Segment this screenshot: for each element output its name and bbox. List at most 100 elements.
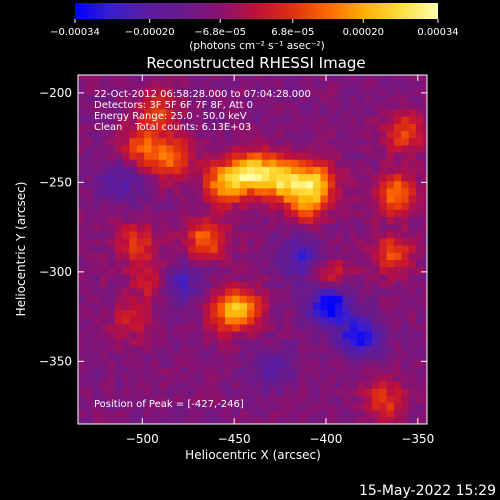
heatmap-cell	[335, 80, 344, 89]
heatmap-cell	[364, 352, 373, 361]
heatmap-cell	[100, 151, 108, 160]
heatmap-cell	[224, 409, 233, 418]
heatmap-cell	[144, 316, 153, 325]
heatmap-cell	[136, 101, 145, 110]
heatmap-cell	[423, 245, 427, 253]
heatmap-cell	[408, 330, 417, 339]
heatmap-cell	[224, 402, 233, 411]
heatmap-cell	[298, 202, 307, 210]
heatmap-cell	[335, 245, 344, 253]
heatmap-cell	[371, 409, 380, 418]
heatmap-cell	[188, 137, 197, 146]
heatmap-cell	[313, 381, 322, 389]
heatmap-cell	[136, 109, 145, 117]
colorbar-tick-label: 6.8e−05	[271, 27, 314, 38]
heatmap-cell	[173, 130, 182, 139]
heatmap-cell	[342, 388, 351, 396]
heatmap-cell	[386, 109, 395, 117]
heatmap-cell	[100, 202, 108, 210]
heatmap-cell	[423, 323, 427, 332]
heatmap-cell	[320, 259, 329, 268]
heatmap-cell	[254, 273, 263, 282]
heatmap-cell	[327, 159, 336, 167]
heatmap-cell	[283, 273, 292, 282]
heatmap-cell	[357, 230, 366, 239]
heatmap-cell	[166, 416, 175, 424]
heatmap-cell	[335, 187, 344, 196]
heatmap-cell	[393, 144, 402, 153]
annotation-time-range: 22-Oct-2012 06:58:28.000 to 07:04:28.000	[94, 89, 311, 100]
heatmap-cell	[423, 302, 427, 311]
heatmap-cell	[144, 94, 153, 103]
heatmap-cell	[78, 252, 86, 260]
heatmap-cell	[349, 388, 358, 396]
heatmap-cell	[144, 323, 153, 332]
heatmap-cell	[136, 144, 145, 153]
heatmap-cell	[114, 159, 123, 167]
heatmap-cell	[342, 381, 351, 389]
heatmap-cell	[313, 395, 322, 404]
heatmap-cell	[349, 166, 358, 175]
axis-ticks: −500 −450 −400 −350−200−250−300−350	[39, 75, 434, 446]
heatmap-cell	[327, 259, 336, 268]
heatmap-cell	[408, 266, 417, 275]
heatmap-cell	[269, 87, 277, 96]
heatmap-cell	[78, 216, 86, 225]
heatmap-cell	[401, 151, 410, 160]
heatmap-cell	[298, 388, 307, 396]
heatmap-cell	[276, 237, 285, 246]
heatmap-cell	[129, 266, 138, 275]
heatmap-cell	[107, 338, 116, 346]
heatmap-cell	[78, 87, 86, 96]
heatmap-cell	[305, 194, 314, 203]
heatmap-cell	[122, 75, 131, 81]
heatmap-cell	[393, 116, 402, 124]
heatmap-cell	[188, 345, 197, 354]
heatmap-cell	[261, 330, 270, 339]
heatmap-cell	[364, 180, 373, 189]
heatmap-cell	[129, 166, 138, 175]
heatmap-cell	[129, 116, 138, 124]
heatmap-cell	[335, 352, 344, 361]
heatmap-cell	[261, 245, 270, 253]
heatmap-cell	[386, 323, 395, 332]
heatmap-cell	[224, 87, 233, 96]
heatmap-cell	[246, 187, 255, 196]
heatmap-cell	[261, 75, 270, 81]
heatmap-cell	[136, 87, 145, 96]
heatmap-cell	[291, 409, 300, 418]
heatmap-cell	[415, 323, 424, 332]
heatmap-cell	[401, 173, 410, 182]
heatmap-cell	[78, 116, 86, 124]
heatmap-cell	[335, 338, 344, 346]
heatmap-cell	[92, 280, 101, 289]
heatmap-cell	[232, 223, 241, 232]
heatmap-cell	[393, 381, 402, 389]
heatmap-cell	[239, 87, 248, 96]
heatmap-cell	[158, 395, 167, 404]
heatmap-cell	[305, 151, 314, 160]
heatmap-cell	[298, 273, 307, 282]
heatmap-cell	[78, 302, 86, 311]
heatmap-cell	[217, 130, 226, 139]
heatmap-cell	[122, 123, 131, 132]
heatmap-cell	[151, 75, 160, 81]
heatmap-cell	[158, 309, 167, 318]
heatmap-cell	[371, 187, 380, 196]
heatmap-cell	[144, 209, 153, 217]
heatmap-cell	[335, 94, 344, 103]
heatmap-cell	[180, 416, 189, 424]
heatmap-cell	[291, 237, 300, 246]
heatmap-cell	[224, 75, 233, 81]
heatmap-cell	[335, 252, 344, 260]
heatmap-cell	[188, 273, 197, 282]
heatmap-cell	[357, 223, 366, 232]
heatmap-cell	[254, 109, 263, 117]
heatmap-cell	[107, 137, 116, 146]
heatmap-cell	[188, 209, 197, 217]
heatmap-cell	[151, 273, 160, 282]
heatmap-cell	[371, 273, 380, 282]
heatmap-cell	[100, 144, 108, 153]
heatmap-cell	[261, 202, 270, 210]
heatmap-cell	[202, 302, 211, 311]
